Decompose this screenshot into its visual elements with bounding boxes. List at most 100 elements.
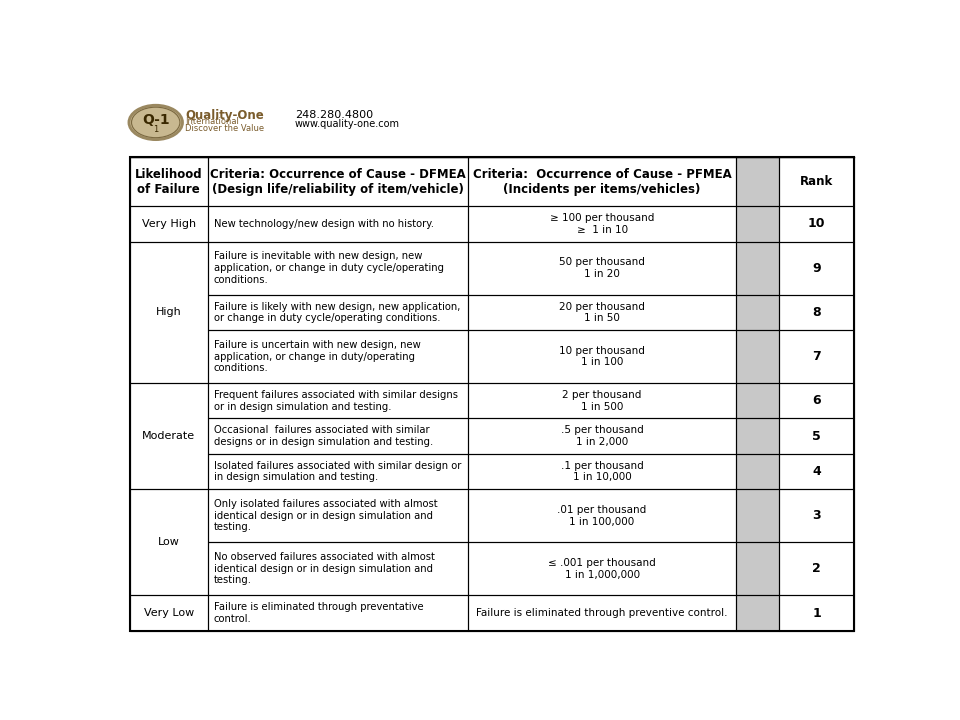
Bar bbox=[130, 241, 207, 383]
Bar bbox=[130, 158, 207, 206]
Text: Failure is likely with new design, new application,
or change in duty cycle/oper: Failure is likely with new design, new a… bbox=[214, 302, 460, 323]
Bar bbox=[207, 418, 468, 454]
Bar bbox=[780, 206, 854, 241]
Text: .1 per thousand
1 in 10,000: .1 per thousand 1 in 10,000 bbox=[561, 461, 643, 482]
Text: Low: Low bbox=[157, 537, 180, 547]
Text: .5 per thousand
1 in 2,000: .5 per thousand 1 in 2,000 bbox=[561, 426, 643, 447]
Bar bbox=[780, 418, 854, 454]
Bar bbox=[207, 206, 468, 241]
Bar bbox=[207, 383, 468, 418]
Bar bbox=[736, 418, 780, 454]
Bar bbox=[780, 330, 854, 383]
Bar bbox=[736, 158, 780, 206]
Bar bbox=[468, 383, 736, 418]
Bar bbox=[736, 206, 780, 241]
Bar bbox=[736, 595, 780, 631]
Text: 3: 3 bbox=[812, 509, 821, 522]
Text: 1: 1 bbox=[812, 607, 821, 620]
Bar bbox=[736, 383, 780, 418]
Bar bbox=[468, 294, 736, 330]
Text: 2 per thousand
1 in 500: 2 per thousand 1 in 500 bbox=[563, 390, 642, 412]
Text: No observed failures associated with almost
identical design or in design simula: No observed failures associated with alm… bbox=[214, 552, 435, 585]
Bar bbox=[207, 595, 468, 631]
Text: International: International bbox=[185, 117, 239, 127]
Bar bbox=[780, 294, 854, 330]
Ellipse shape bbox=[129, 105, 182, 140]
Bar bbox=[207, 294, 468, 330]
Bar bbox=[207, 490, 468, 542]
Bar bbox=[468, 418, 736, 454]
Bar bbox=[207, 330, 468, 383]
Bar bbox=[130, 206, 207, 241]
Bar bbox=[130, 158, 207, 206]
Text: 10 per thousand
1 in 100: 10 per thousand 1 in 100 bbox=[559, 346, 645, 367]
Bar bbox=[468, 241, 736, 294]
Bar bbox=[468, 595, 736, 631]
Bar bbox=[207, 158, 468, 206]
Bar bbox=[468, 206, 736, 241]
Bar bbox=[736, 330, 780, 383]
Bar bbox=[736, 595, 780, 631]
Bar bbox=[780, 330, 854, 383]
Bar bbox=[736, 206, 780, 241]
Bar bbox=[207, 206, 468, 241]
Bar bbox=[736, 542, 780, 595]
Bar bbox=[780, 542, 854, 595]
Bar bbox=[207, 595, 468, 631]
Bar bbox=[468, 542, 736, 595]
Text: Occasional  failures associated with similar
designs or in design simulation and: Occasional failures associated with simi… bbox=[214, 426, 433, 447]
Bar bbox=[780, 158, 854, 206]
Bar bbox=[736, 454, 780, 490]
Bar bbox=[468, 490, 736, 542]
Bar bbox=[468, 418, 736, 454]
Bar bbox=[780, 383, 854, 418]
Bar bbox=[130, 490, 207, 595]
Bar bbox=[130, 206, 207, 241]
Text: 2: 2 bbox=[812, 562, 821, 575]
Text: Failure is uncertain with new design, new
application, or change in duty/operati: Failure is uncertain with new design, ne… bbox=[214, 340, 420, 373]
Text: ≤ .001 per thousand
1 in 1,000,000: ≤ .001 per thousand 1 in 1,000,000 bbox=[548, 558, 656, 580]
Bar bbox=[207, 454, 468, 490]
Text: ≥ 100 per thousand
≥  1 in 10: ≥ 100 per thousand ≥ 1 in 10 bbox=[550, 213, 655, 235]
Bar bbox=[736, 294, 780, 330]
Text: 6: 6 bbox=[812, 395, 821, 408]
Bar bbox=[130, 383, 207, 490]
Bar bbox=[468, 383, 736, 418]
Bar bbox=[468, 454, 736, 490]
Bar bbox=[780, 206, 854, 241]
Bar bbox=[736, 294, 780, 330]
Bar bbox=[207, 542, 468, 595]
Text: High: High bbox=[156, 307, 181, 318]
Bar bbox=[207, 158, 468, 206]
Bar bbox=[736, 542, 780, 595]
Bar bbox=[468, 454, 736, 490]
Text: Failure is eliminated through preventative
control.: Failure is eliminated through preventati… bbox=[214, 603, 423, 624]
Bar bbox=[780, 490, 854, 542]
Text: Only isolated failures associated with almost
identical design or in design simu: Only isolated failures associated with a… bbox=[214, 499, 438, 532]
Bar bbox=[780, 454, 854, 490]
Text: 5: 5 bbox=[812, 430, 821, 443]
Bar bbox=[468, 294, 736, 330]
Bar bbox=[780, 241, 854, 294]
Bar bbox=[780, 542, 854, 595]
Text: Failure is eliminated through preventive control.: Failure is eliminated through preventive… bbox=[476, 608, 728, 618]
Text: Criteria: Occurrence of Cause - DFMEA
(Design life/reliability of item/vehicle): Criteria: Occurrence of Cause - DFMEA (D… bbox=[210, 168, 466, 196]
Bar bbox=[130, 490, 207, 595]
Bar bbox=[780, 418, 854, 454]
Bar bbox=[736, 490, 780, 542]
Text: 20 per thousand
1 in 50: 20 per thousand 1 in 50 bbox=[559, 302, 645, 323]
Bar bbox=[780, 158, 854, 206]
Bar bbox=[468, 158, 736, 206]
Bar bbox=[207, 294, 468, 330]
Text: 8: 8 bbox=[812, 306, 821, 319]
Text: Quality-One: Quality-One bbox=[185, 109, 264, 122]
Text: Rank: Rank bbox=[800, 175, 833, 188]
Text: Failure is inevitable with new design, new
application, or change in duty cycle/: Failure is inevitable with new design, n… bbox=[214, 251, 444, 284]
Text: Very Low: Very Low bbox=[144, 608, 194, 618]
Bar bbox=[736, 454, 780, 490]
Bar bbox=[780, 241, 854, 294]
Bar bbox=[736, 383, 780, 418]
Bar bbox=[468, 490, 736, 542]
Bar bbox=[468, 330, 736, 383]
Bar bbox=[468, 158, 736, 206]
